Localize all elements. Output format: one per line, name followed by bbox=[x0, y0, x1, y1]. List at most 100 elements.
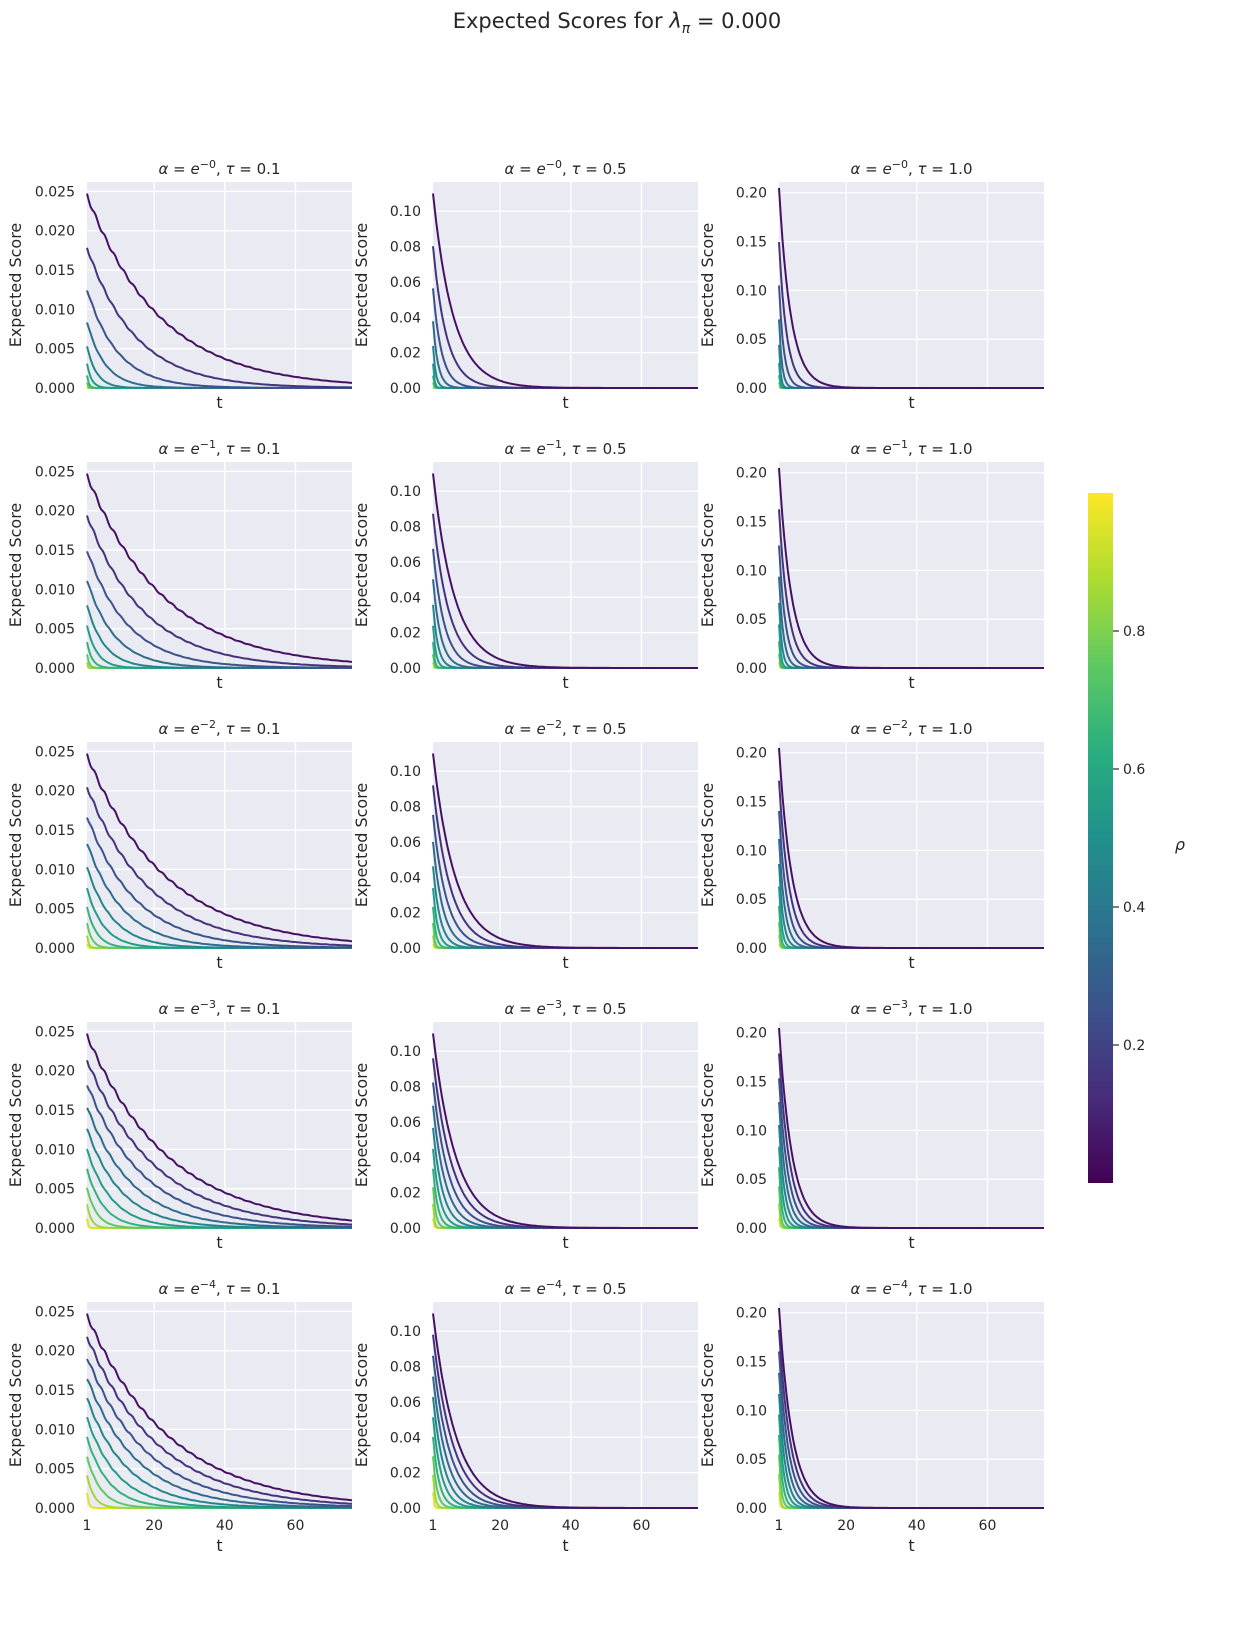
x-tick-label: 20 bbox=[145, 1518, 163, 1534]
y-tick-label: 0.00 bbox=[736, 1221, 767, 1237]
y-tick-label: 0.20 bbox=[736, 1026, 767, 1042]
y-axis-label: Expected Score bbox=[352, 1343, 371, 1468]
y-tick-label: 0.05 bbox=[736, 1452, 767, 1468]
x-axis-label: t bbox=[216, 1536, 222, 1555]
subplot-title: α = e−4, τ = 0.5 bbox=[505, 1278, 627, 1298]
x-tick-label: 20 bbox=[837, 1518, 855, 1534]
plot-background bbox=[87, 742, 352, 948]
subplot-title: α = e−1, τ = 1.0 bbox=[851, 438, 973, 458]
y-tick-label: 0.00 bbox=[390, 381, 421, 397]
y-tick-label: 0.00 bbox=[390, 1221, 421, 1237]
y-axis-label: Expected Score bbox=[352, 1063, 371, 1188]
y-tick-label: 0.000 bbox=[35, 1501, 75, 1517]
y-tick-label: 0.010 bbox=[35, 1422, 75, 1438]
y-tick-label: 0.04 bbox=[390, 1150, 421, 1166]
series-line-rho-0.35 bbox=[86, 843, 352, 949]
y-tick-label: 0.10 bbox=[390, 484, 421, 500]
y-tick-label: 0.06 bbox=[390, 1395, 421, 1411]
y-tick-label: 0.05 bbox=[736, 892, 767, 908]
y-tick-label: 0.025 bbox=[35, 464, 75, 480]
y-tick-label: 0.02 bbox=[390, 1186, 421, 1202]
series-line-rho-0.05 bbox=[778, 467, 1044, 669]
y-tick-label: 0.00 bbox=[390, 941, 421, 957]
series-line-rho-0.35 bbox=[86, 1378, 352, 1509]
subplot-title: α = e−3, τ = 0.5 bbox=[505, 998, 627, 1018]
y-tick-label: 0.04 bbox=[390, 1430, 421, 1446]
x-axis-label: t bbox=[908, 1536, 914, 1555]
series-line-rho-0.05 bbox=[86, 1033, 353, 1222]
x-axis-label: t bbox=[216, 1233, 222, 1252]
plot-background bbox=[433, 182, 698, 388]
y-tick-label: 0.20 bbox=[736, 186, 767, 202]
y-tick-label: 0.00 bbox=[736, 381, 767, 397]
y-tick-label: 0.010 bbox=[35, 302, 75, 318]
series-line-rho-0.05 bbox=[86, 193, 353, 384]
x-axis-label: t bbox=[216, 953, 222, 972]
y-axis-label: Expected Score bbox=[6, 223, 25, 348]
subplot-r2-c0: 0.000 0.005 0.010 0.015 0.020 0.025 α = e−2, τ… bbox=[6, 718, 353, 972]
y-tick-label: 0.10 bbox=[390, 1324, 421, 1340]
y-tick-label: 0.10 bbox=[390, 764, 421, 780]
x-tick-label: 40 bbox=[562, 1518, 580, 1534]
y-tick-label: 0.10 bbox=[390, 204, 421, 220]
x-tick-label: 1 bbox=[775, 1518, 784, 1534]
series-line-rho-0.15 bbox=[86, 1060, 352, 1226]
y-tick-label: 0.15 bbox=[736, 515, 767, 531]
y-tick-label: 0.010 bbox=[35, 1142, 75, 1158]
subplot-r1-c1: 0.00 0.02 0.04 0.06 0.08 0.10 α = e−1, τ = 0.5… bbox=[352, 438, 698, 692]
series-line-rho-0.05 bbox=[432, 193, 698, 389]
subplot-title: α = e−2, τ = 1.0 bbox=[851, 718, 973, 738]
subplot-r4-c0: 0.000 0.005 0.010 0.015 0.020 0.025 α = e−4, τ… bbox=[6, 1278, 353, 1555]
y-tick-label: 0.02 bbox=[390, 626, 421, 642]
y-tick-label: 0.020 bbox=[35, 1344, 75, 1360]
x-tick-label: 60 bbox=[979, 1518, 997, 1534]
y-tick-label: 0.005 bbox=[35, 902, 75, 918]
y-tick-label: 0.015 bbox=[35, 263, 75, 279]
y-tick-label: 0.10 bbox=[736, 1123, 767, 1139]
y-tick-label: 0.02 bbox=[390, 1466, 421, 1482]
y-tick-label: 0.04 bbox=[390, 870, 421, 886]
subplot-grid: 0.000 0.005 0.010 0.015 0.020 0.025 α = e−0, τ… bbox=[6, 158, 1044, 1555]
y-tick-label: 0.10 bbox=[390, 1044, 421, 1060]
subplot-title: α = e−3, τ = 1.0 bbox=[851, 998, 973, 1018]
subplot-title: α = e−0, τ = 1.0 bbox=[851, 158, 973, 178]
y-axis-label: Expected Score bbox=[352, 223, 371, 348]
subplot-title: α = e−1, τ = 0.1 bbox=[159, 438, 281, 458]
plot-background bbox=[779, 1302, 1044, 1508]
plot-background bbox=[779, 1022, 1044, 1228]
y-tick-label: 0.005 bbox=[35, 342, 75, 358]
y-tick-label: 0.025 bbox=[35, 1304, 75, 1320]
x-axis-label: t bbox=[562, 1233, 568, 1252]
series-line-rho-0.15 bbox=[86, 515, 352, 668]
y-tick-label: 0.015 bbox=[35, 1103, 75, 1119]
series-line-rho-0.05 bbox=[432, 473, 698, 669]
y-tick-label: 0.00 bbox=[390, 661, 421, 677]
series-line-rho-0.05 bbox=[778, 747, 1044, 949]
y-tick-label: 0.020 bbox=[35, 784, 75, 800]
x-axis-label: t bbox=[216, 673, 222, 692]
y-tick-label: 0.00 bbox=[736, 941, 767, 957]
y-tick-label: 0.05 bbox=[736, 332, 767, 348]
y-tick-label: 0.08 bbox=[390, 520, 421, 536]
x-tick-label: 1 bbox=[83, 1518, 92, 1534]
y-tick-label: 0.10 bbox=[736, 563, 767, 579]
subplot-r3-c0: 0.000 0.005 0.010 0.015 0.020 0.025 α = e−3, τ… bbox=[6, 998, 353, 1252]
y-axis-label: Expected Score bbox=[698, 503, 717, 628]
y-tick-label: 0.10 bbox=[736, 843, 767, 859]
subplot-r2-c1: 0.00 0.02 0.04 0.06 0.08 0.10 α = e−2, τ = 0.5… bbox=[352, 718, 698, 972]
y-tick-label: 0.000 bbox=[35, 381, 75, 397]
y-tick-label: 0.020 bbox=[35, 224, 75, 240]
x-tick-label: 40 bbox=[908, 1518, 926, 1534]
subplot-r4-c1: 0.00 0.02 0.04 0.06 0.08 0.10 α = e−4, τ = 0.5… bbox=[352, 1278, 698, 1555]
series-line-rho-0.15 bbox=[86, 247, 352, 389]
y-tick-label: 0.15 bbox=[736, 1355, 767, 1371]
y-tick-label: 0.06 bbox=[390, 1115, 421, 1131]
y-tick-label: 0.020 bbox=[35, 504, 75, 520]
y-tick-label: 0.015 bbox=[35, 543, 75, 559]
y-tick-label: 0.02 bbox=[390, 346, 421, 362]
series-line-rho-0.25 bbox=[86, 551, 352, 669]
series-line-rho-0.05 bbox=[432, 1313, 698, 1509]
x-axis-label: t bbox=[216, 393, 222, 412]
x-tick-label: 40 bbox=[216, 1518, 234, 1534]
y-axis-label: Expected Score bbox=[6, 503, 25, 628]
